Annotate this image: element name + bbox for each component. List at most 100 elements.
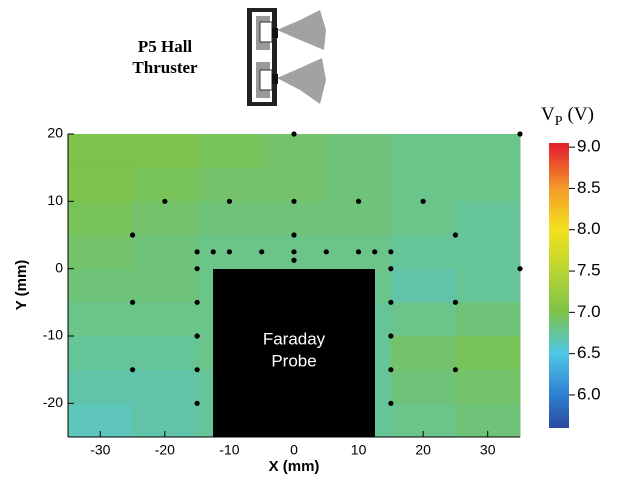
measurement-point — [355, 198, 362, 204]
heat-cell — [261, 201, 327, 236]
measurement-point — [259, 249, 265, 255]
heat-cell — [455, 336, 521, 371]
heat-cell — [390, 369, 456, 404]
measurement-point — [388, 333, 394, 339]
measurement-point — [517, 131, 523, 137]
x-tick-label: 20 — [415, 442, 431, 458]
heat-cell — [390, 302, 456, 337]
heat-cell — [455, 268, 521, 303]
heat-cell — [68, 167, 134, 202]
heat-cell — [68, 134, 134, 169]
heat-cell — [390, 268, 456, 303]
measurement-point — [194, 299, 200, 305]
heat-cell — [261, 134, 327, 169]
x-tick-label: 10 — [351, 442, 367, 458]
annotation: Probe — [271, 351, 316, 370]
measurement-point — [355, 249, 362, 255]
heat-cell — [68, 369, 134, 404]
measurement-point — [226, 249, 233, 255]
heat-cell — [326, 134, 392, 169]
measurement-point — [194, 367, 200, 373]
colorbar-tick-label: 8.0 — [577, 219, 601, 238]
heat-cell — [197, 167, 263, 202]
y-tick-label: -20 — [43, 394, 63, 410]
measurement-point — [291, 198, 297, 204]
measurement-point — [194, 249, 200, 255]
measurement-point — [162, 198, 168, 204]
measurement-point — [517, 266, 523, 272]
measurement-point — [388, 266, 394, 272]
measurement-point — [388, 299, 394, 305]
measurement-point — [194, 266, 200, 272]
heat-cell — [68, 268, 134, 303]
measurement-point — [226, 198, 233, 204]
heat-cell — [390, 167, 456, 202]
heat-cell — [390, 235, 456, 270]
heat-cell — [132, 336, 198, 371]
heat-cell — [132, 134, 198, 169]
y-tick-label: 20 — [47, 125, 63, 141]
measurement-point — [129, 232, 136, 238]
colorbar-tick-label: 8.5 — [577, 178, 601, 197]
measurement-point — [291, 232, 297, 238]
heat-cell — [68, 302, 134, 337]
colorbar-tick-label: 6.5 — [577, 343, 601, 362]
measurement-point — [210, 249, 216, 255]
y-tick-label: 0 — [55, 259, 63, 275]
measurement-point — [372, 249, 378, 255]
heat-cell — [132, 167, 198, 202]
title-line: Thruster — [132, 58, 198, 77]
heat-cell — [132, 201, 198, 236]
heat-cell — [197, 201, 263, 236]
heat-cell — [68, 201, 134, 236]
heat-cell — [132, 235, 198, 270]
heat-cell — [455, 201, 521, 236]
measurement-point — [388, 367, 394, 373]
colorbar-subscript: P — [555, 114, 563, 129]
annotation: Faraday — [263, 329, 326, 348]
measurement-point — [129, 299, 136, 305]
x-tick-label: 0 — [290, 442, 298, 458]
heat-cell — [68, 235, 134, 270]
heat-cell — [455, 302, 521, 337]
y-tick-label: 10 — [47, 192, 63, 208]
heat-cell — [326, 167, 392, 202]
title-line: P5 Hall — [138, 37, 193, 56]
y-tick-label: -10 — [43, 327, 63, 343]
faraday-probe — [213, 269, 375, 437]
measurement-point — [388, 249, 394, 255]
colorbar-tick-label: 6.0 — [577, 384, 601, 403]
heat-cell — [455, 167, 521, 202]
heat-cell — [455, 369, 521, 404]
x-tick-label: -10 — [219, 442, 239, 458]
heat-cell — [326, 201, 392, 236]
colorbar-unit: (V) — [568, 104, 594, 125]
measurement-point — [388, 400, 394, 406]
colorbar-tick-label: 7.0 — [577, 302, 601, 321]
measurement-point — [452, 367, 459, 373]
heat-cell — [68, 336, 134, 371]
measurement-point — [194, 400, 200, 406]
heat-cell — [197, 134, 263, 169]
heat-cell — [390, 336, 456, 371]
colorbar — [549, 143, 569, 428]
heat-cell — [132, 302, 198, 337]
y-axis-title: Y (mm) — [13, 260, 30, 311]
heat-cell — [132, 268, 198, 303]
x-tick-label: -30 — [90, 442, 110, 458]
measurement-point — [291, 131, 297, 137]
heat-cell — [132, 369, 198, 404]
measurement-point — [291, 257, 297, 263]
measurement-point — [129, 367, 136, 373]
measurement-point — [452, 299, 459, 305]
thruster-illustration — [247, 8, 326, 106]
colorbar-title: VP (V) — [541, 104, 594, 129]
heat-cell — [455, 134, 521, 169]
heat-cell — [261, 167, 327, 202]
x-tick-label: -20 — [155, 442, 175, 458]
x-tick-label: 30 — [480, 442, 496, 458]
measurement-point — [420, 198, 426, 204]
colorbar-tick-label: 7.5 — [577, 261, 601, 280]
heat-cell — [455, 235, 521, 270]
